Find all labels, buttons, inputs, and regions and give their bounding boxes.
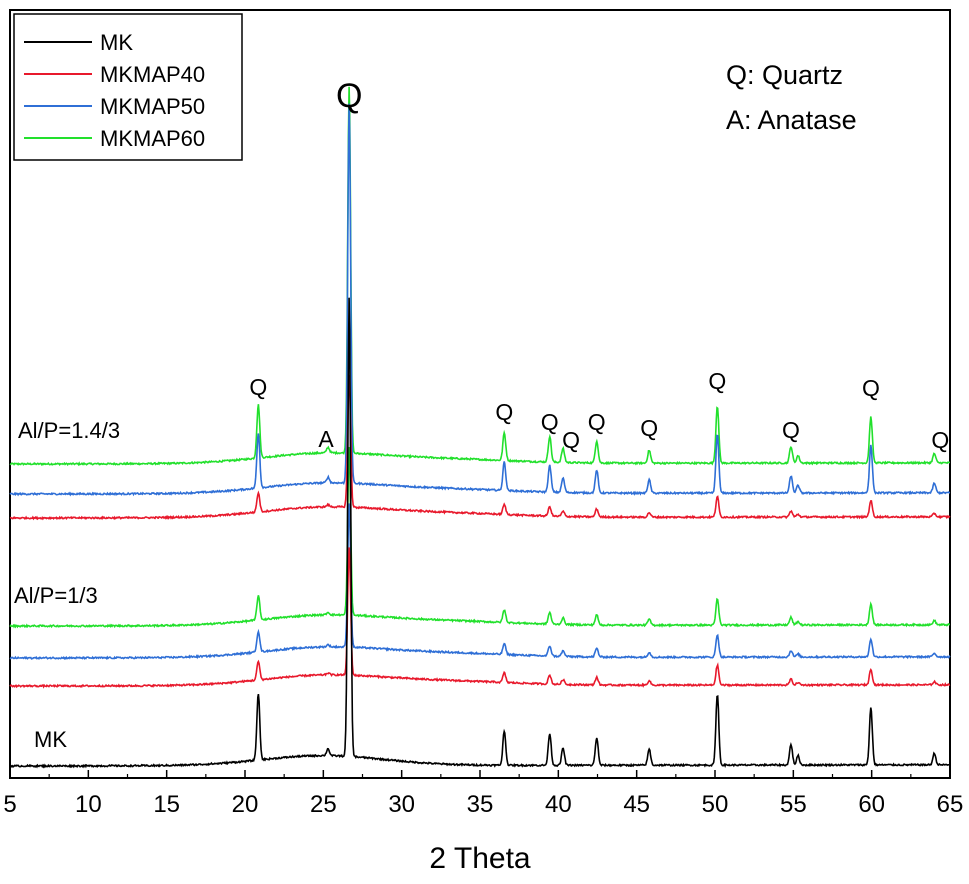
x-tick-label-60: 60 xyxy=(858,791,885,818)
series-line-mkmap50-group-2 xyxy=(9,103,951,497)
series-line-mkmap40-group-1 xyxy=(9,547,951,689)
group-label-1: Al/P=1/3 xyxy=(14,583,98,608)
x-tick-label-50: 50 xyxy=(702,791,729,818)
legend-box xyxy=(13,13,243,161)
x-tick-label-30: 30 xyxy=(388,791,415,818)
group-label-0: MK xyxy=(34,727,67,752)
series-line-mkmap50-group-1 xyxy=(9,503,951,661)
x-tick-label-45: 45 xyxy=(623,791,650,818)
x-axis-ticks: 5 10 15 20 25 30 35 40 45 50 55 60 65 xyxy=(3,770,963,818)
x-tick-label-5: 5 xyxy=(3,791,16,818)
series-line-mkmap60-group-2 xyxy=(9,86,950,467)
legend-label-mkmap40: MKMAP40 xyxy=(100,62,205,87)
series-layer xyxy=(9,86,951,769)
peak-label-40-3: Q xyxy=(562,427,580,453)
series-line-mk-group-0 xyxy=(9,297,951,769)
x-tick-label-20: 20 xyxy=(232,791,259,818)
x-tick-label-65: 65 xyxy=(937,791,964,818)
phase-key-quartz: Q: Quartz xyxy=(726,60,843,90)
peak-label-54-85: Q xyxy=(782,417,800,443)
peak-label-20-85: Q xyxy=(249,374,267,400)
x-axis-title: 2 Theta xyxy=(429,842,531,875)
peak-label-50-15: Q xyxy=(708,368,726,394)
legend-label-mkmap50: MKMAP50 xyxy=(100,94,205,119)
peak-label-39-45: Q xyxy=(541,409,559,435)
peak-label-26-65: Q xyxy=(336,77,362,115)
peak-label-59-95: Q xyxy=(862,375,880,401)
x-tick-label-10: 10 xyxy=(75,791,102,818)
legend-label-mkmap60: MKMAP60 xyxy=(100,126,205,151)
x-tick-label-15: 15 xyxy=(153,791,180,818)
x-tick-label-25: 25 xyxy=(310,791,337,818)
phase-key: Q: Quartz A: Anatase xyxy=(726,60,857,135)
x-tick-label-40: 40 xyxy=(545,791,572,818)
peak-label-36-55: Q xyxy=(495,399,513,425)
peak-label-45-8: Q xyxy=(640,415,658,441)
series-line-mkmap40-group-2 xyxy=(9,375,951,521)
series-line-mkmap60-group-1 xyxy=(9,446,951,629)
group-label-2: Al/P=1.4/3 xyxy=(18,418,120,443)
legend-items: MK MKMAP40 MKMAP50 MKMAP60 xyxy=(24,30,205,151)
legend: MK MKMAP40 MKMAP50 MKMAP60 xyxy=(13,13,243,161)
legend-label-mk: MK xyxy=(100,30,133,55)
peak-label-25-3: A xyxy=(318,426,334,452)
x-tick-label-55: 55 xyxy=(780,791,807,818)
peak-label-42-45: Q xyxy=(588,409,606,435)
x-tick-label-35: 35 xyxy=(467,791,494,818)
phase-key-anatase: A: Anatase xyxy=(726,105,857,135)
peak-label-64: Q xyxy=(931,427,949,453)
